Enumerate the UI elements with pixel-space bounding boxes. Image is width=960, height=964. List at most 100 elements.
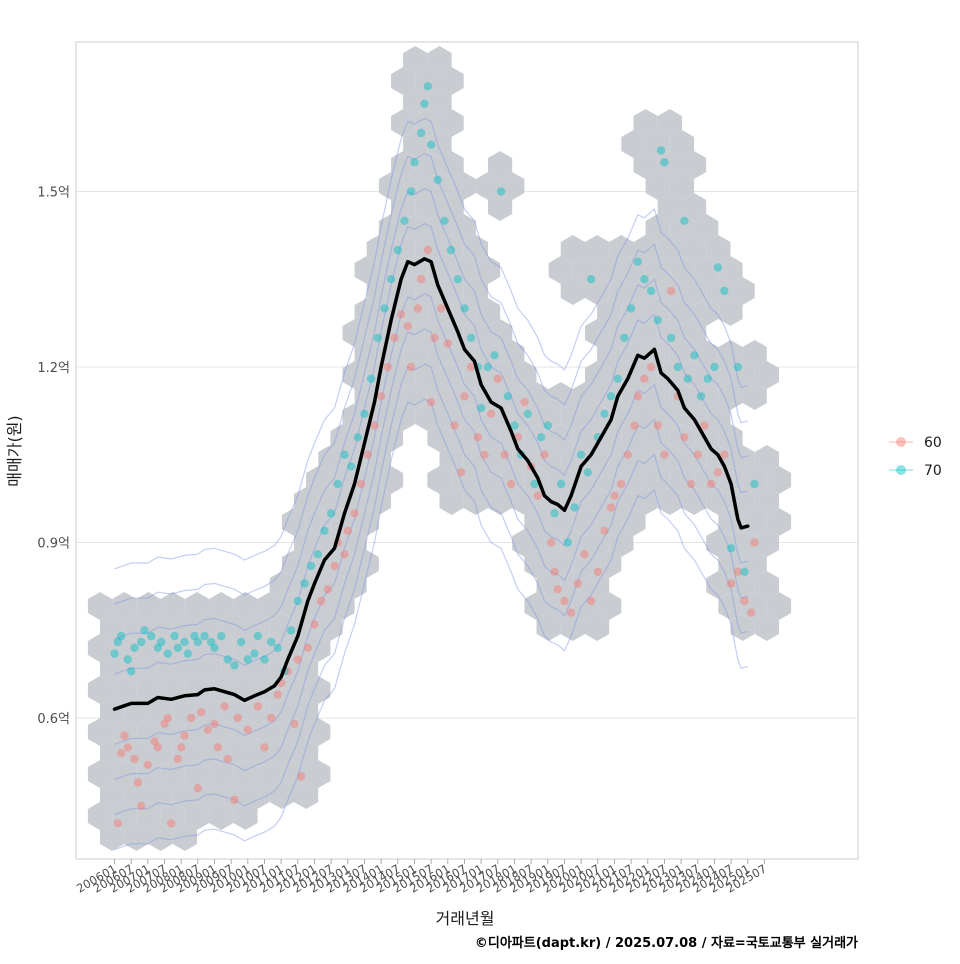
hexbin-tile bbox=[439, 193, 464, 221]
x-axis-title: 거래년월 bbox=[436, 909, 495, 928]
hexbin-tile bbox=[657, 487, 682, 515]
hexbin-tile bbox=[100, 781, 125, 809]
scatter-point-70 bbox=[286, 626, 296, 635]
hexbin-tile bbox=[354, 550, 379, 578]
hexbin-tile bbox=[112, 634, 137, 662]
scatter-point-70 bbox=[696, 392, 706, 401]
hexbin-tile bbox=[694, 340, 719, 368]
hexbin-tile bbox=[245, 781, 270, 809]
scatter-point-60 bbox=[143, 760, 152, 769]
hexbin-tile bbox=[500, 466, 525, 494]
scatter-point-70 bbox=[633, 257, 642, 266]
scatter-point-70 bbox=[180, 637, 189, 647]
legend-60-label: 60 bbox=[924, 435, 942, 451]
hexbin-tile bbox=[148, 739, 173, 767]
hexbin-tile bbox=[597, 298, 622, 326]
hexbin-tile bbox=[742, 340, 767, 368]
hexbin-tile bbox=[488, 445, 513, 473]
hexbin-tile bbox=[682, 277, 707, 305]
density-contour bbox=[114, 117, 748, 570]
hexbin-tile bbox=[148, 613, 173, 641]
hexbin-tile bbox=[609, 487, 634, 515]
scatter-point-60 bbox=[130, 754, 139, 764]
hexbin-tile bbox=[451, 256, 476, 284]
hexbin-tile bbox=[172, 823, 197, 851]
scatter-point-60 bbox=[633, 392, 642, 401]
hexbin-tile bbox=[172, 613, 197, 641]
hexbin-tile bbox=[269, 697, 294, 725]
hexbin-tile bbox=[330, 550, 355, 578]
hexbin-tile bbox=[633, 277, 658, 305]
hexbin-tile bbox=[645, 382, 670, 410]
scatter-point-70 bbox=[620, 333, 629, 342]
scatter-point-70 bbox=[536, 433, 546, 442]
hexbin-tile bbox=[269, 571, 294, 599]
hexbin-tile bbox=[754, 529, 779, 557]
hexbin-tile bbox=[184, 802, 210, 830]
hexbin-tile bbox=[172, 697, 197, 725]
hexbin-tile bbox=[706, 529, 731, 557]
hexbin-tile bbox=[585, 319, 610, 347]
scatter-point-70 bbox=[250, 649, 259, 658]
hexbin-tile bbox=[366, 319, 391, 347]
scatter-point-70 bbox=[576, 450, 586, 459]
hexbin-tile bbox=[209, 634, 234, 662]
hexbin-tile bbox=[682, 235, 707, 263]
hexbin-tile bbox=[306, 760, 331, 788]
scatter-point-60 bbox=[593, 567, 602, 576]
hexbin-tile bbox=[427, 466, 452, 494]
scatter-point-60 bbox=[210, 719, 219, 729]
hexbin-tile bbox=[100, 823, 125, 851]
hexbin-tile bbox=[342, 529, 367, 557]
scatter-point-70 bbox=[170, 631, 179, 641]
hexbin-tile bbox=[136, 802, 161, 830]
scatter-point-60 bbox=[163, 713, 172, 723]
hexbin-tile bbox=[451, 298, 476, 326]
scatter-point-60 bbox=[137, 801, 146, 810]
hexbin-tile bbox=[294, 487, 319, 515]
hexbin-tile bbox=[500, 382, 525, 410]
hexbin-tile bbox=[548, 256, 573, 284]
hexbin-tile bbox=[306, 676, 331, 704]
scatter-point-60 bbox=[733, 567, 742, 576]
scatter-point-60 bbox=[403, 321, 412, 331]
hexbin-tile bbox=[342, 319, 367, 347]
scatter-point-60 bbox=[310, 620, 319, 629]
hexbin-tile bbox=[463, 277, 488, 305]
hexbin-tile bbox=[585, 361, 610, 389]
hexbin-tile bbox=[378, 466, 404, 494]
scatter-point-60 bbox=[546, 538, 556, 547]
scatter-point-70 bbox=[117, 631, 126, 641]
hexbin-tile bbox=[378, 382, 404, 410]
hexbin-tile bbox=[754, 487, 779, 515]
legend-70-label: 70 bbox=[924, 463, 942, 479]
hexbin-tile bbox=[572, 508, 598, 536]
scatter-point-60 bbox=[173, 754, 182, 764]
hexbin-tile bbox=[391, 319, 416, 347]
hexbin-tile bbox=[621, 256, 646, 284]
hexbin-tile bbox=[585, 277, 610, 305]
hexbin-tile bbox=[269, 613, 294, 641]
hexbin-tile bbox=[633, 319, 658, 347]
scatter-point-60 bbox=[493, 374, 502, 383]
hexbin-tile bbox=[682, 445, 707, 473]
scatter-point-60 bbox=[330, 561, 339, 571]
hexbin-tile bbox=[294, 697, 319, 725]
hexbin-tile bbox=[548, 508, 573, 536]
scatter-point-70 bbox=[690, 351, 699, 360]
hexbin-tile bbox=[378, 298, 404, 326]
scatter-point-60 bbox=[230, 795, 239, 805]
hexbin-tile bbox=[475, 172, 501, 200]
hexbin-tile bbox=[87, 802, 113, 830]
hexbin-tile bbox=[621, 382, 646, 410]
hexbin-tile bbox=[451, 466, 476, 494]
hexbin-tile bbox=[197, 697, 222, 725]
hexbin-tile bbox=[281, 676, 307, 704]
hexbin-tile bbox=[694, 382, 719, 410]
hexbin-tile bbox=[112, 676, 137, 704]
hexbin-tile bbox=[415, 277, 440, 305]
hexbin-tile bbox=[87, 760, 113, 788]
scatter-point-60 bbox=[606, 503, 616, 512]
scatter-point-60 bbox=[423, 245, 432, 255]
